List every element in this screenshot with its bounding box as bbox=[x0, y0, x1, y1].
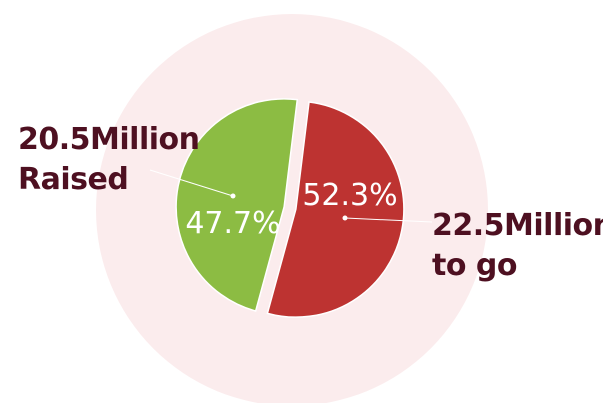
togo-amount: 22.5Million bbox=[432, 208, 603, 243]
raised-caption: Raised bbox=[18, 162, 129, 197]
leader-dot-0 bbox=[230, 193, 236, 199]
pie-slices bbox=[175, 98, 405, 318]
slice-value-label-raised: 47.7% bbox=[185, 206, 280, 241]
slice-value-label-to-go: 52.3% bbox=[302, 178, 397, 213]
leader-line-1 bbox=[344, 217, 433, 223]
slice-value-labels: 47.7% 52.3% bbox=[185, 178, 397, 241]
raised-amount: 20.5Million bbox=[18, 122, 200, 157]
pie-slice-raised bbox=[175, 98, 299, 312]
raised-callout-label: 20.5Million Raised bbox=[18, 120, 200, 200]
togo-callout-label: 22.5Million to go bbox=[432, 206, 603, 286]
background-circle bbox=[96, 14, 488, 403]
pie-slice-to-go bbox=[266, 101, 405, 318]
leader-line-0 bbox=[149, 169, 234, 197]
togo-caption: to go bbox=[432, 248, 517, 283]
leader-dot-1 bbox=[342, 215, 348, 221]
callout-leaders bbox=[149, 169, 433, 223]
